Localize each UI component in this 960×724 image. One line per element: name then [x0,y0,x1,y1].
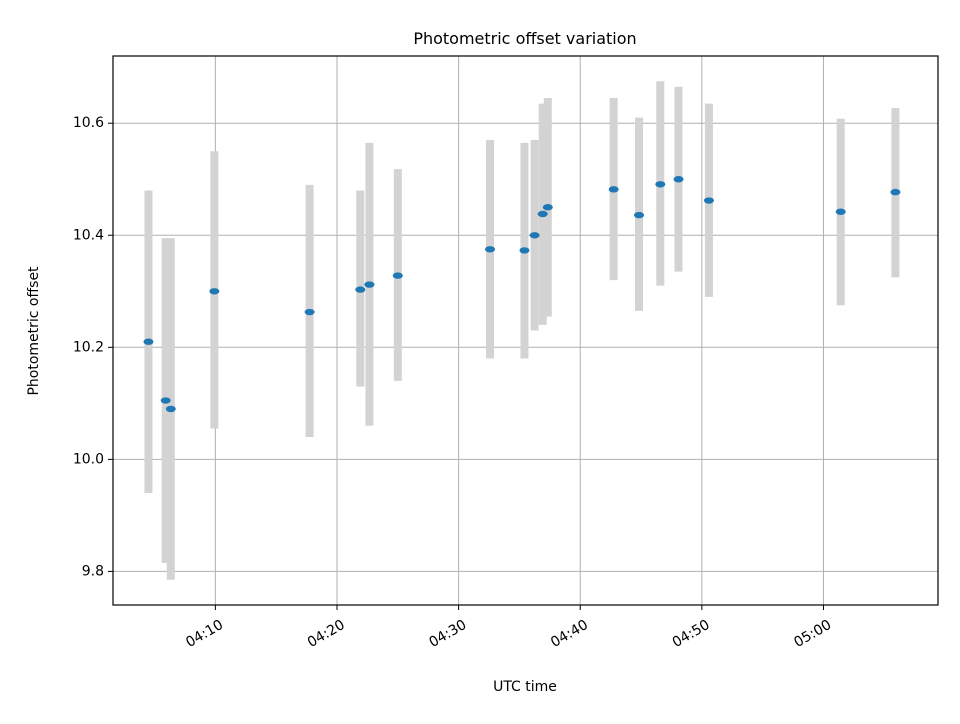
data-point [485,246,496,253]
data-point [143,338,154,345]
axes-frame [112,55,939,606]
point-layer [143,176,901,413]
chart-title: Photometric offset variation [413,29,636,48]
data-point [542,204,553,211]
data-point [355,286,366,293]
data-point [673,176,684,183]
y-tick-label: 10.2 [73,339,104,355]
data-point [392,272,403,279]
data-point [537,210,548,218]
data-point [364,281,375,288]
x-axis-label: UTC time [493,679,557,695]
data-point [634,211,645,219]
y-tick-label: 10.0 [73,451,104,467]
data-point [608,186,619,193]
data-point [165,405,176,413]
data-point [160,397,171,404]
data-point [529,232,540,239]
data-point [890,188,901,196]
data-point [209,288,220,295]
y-tick-label: 10.4 [73,227,104,243]
data-point [703,197,714,204]
y-axis-label: Photometric offset [26,266,42,396]
y-tick-label: 10.6 [73,115,104,131]
data-point [835,208,846,215]
data-point [304,308,315,316]
y-tick-label: 9.8 [82,563,104,579]
data-point [519,247,530,254]
data-point [655,181,666,188]
